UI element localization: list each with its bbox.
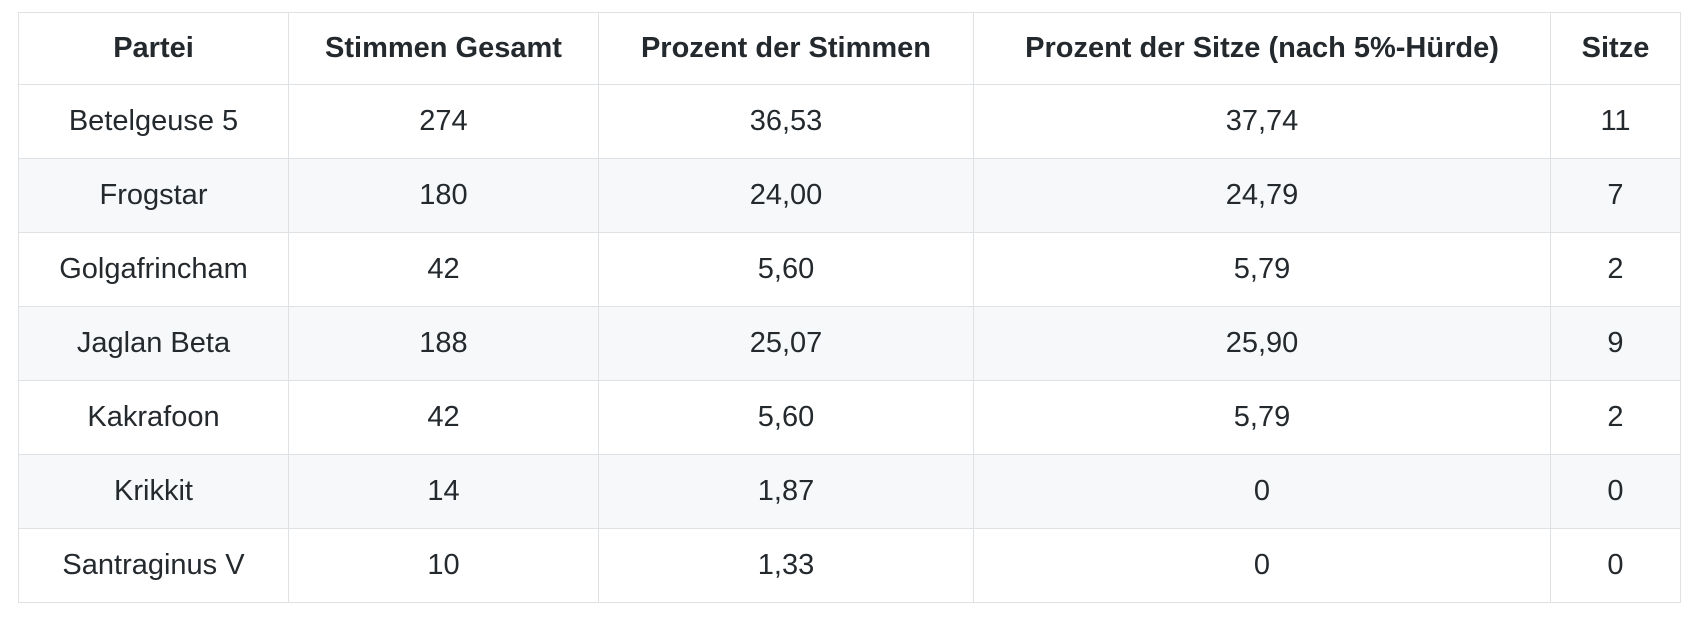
party-name-cell: Golgafrincham — [18, 232, 289, 307]
election-results-table-container: Partei Stimmen Gesamt Prozent der Stimme… — [18, 12, 1681, 603]
table-row-golgafrincham: Golgafrincham 42 5,60 5,79 2 — [18, 232, 1681, 307]
table-row-kakrafoon: Kakrafoon 42 5,60 5,79 2 — [18, 380, 1681, 455]
seats-cell: 2 — [1550, 232, 1681, 307]
votes-total-cell: 274 — [288, 84, 599, 159]
vote-percent-cell: 5,60 — [598, 232, 974, 307]
party-name-cell: Kakrafoon — [18, 380, 289, 455]
seat-percent-cell: 5,79 — [973, 380, 1551, 455]
votes-total-cell: 42 — [288, 232, 599, 307]
table-row-jaglan-beta: Jaglan Beta 188 25,07 25,90 9 — [18, 306, 1681, 381]
seat-percent-cell: 5,79 — [973, 232, 1551, 307]
table-header-row: Partei Stimmen Gesamt Prozent der Stimme… — [18, 12, 1681, 85]
seats-cell: 7 — [1550, 158, 1681, 233]
column-header-partei: Partei — [18, 12, 289, 85]
votes-total-cell: 10 — [288, 528, 599, 603]
table-row-santraginus-v: Santraginus V 10 1,33 0 0 — [18, 528, 1681, 603]
seat-percent-cell: 0 — [973, 528, 1551, 603]
vote-percent-cell: 24,00 — [598, 158, 974, 233]
election-results-table: Partei Stimmen Gesamt Prozent der Stimme… — [18, 12, 1681, 603]
seats-cell: 9 — [1550, 306, 1681, 381]
table-row-frogstar: Frogstar 180 24,00 24,79 7 — [18, 158, 1681, 233]
column-header-sitze: Sitze — [1550, 12, 1681, 85]
column-header-prozent-der-stimmen: Prozent der Stimmen — [598, 12, 974, 85]
party-name-cell: Krikkit — [18, 454, 289, 529]
table-row-betelgeuse-5: Betelgeuse 5 274 36,53 37,74 11 — [18, 84, 1681, 159]
seat-percent-cell: 0 — [973, 454, 1551, 529]
table-row-krikkit: Krikkit 14 1,87 0 0 — [18, 454, 1681, 529]
party-name-cell: Jaglan Beta — [18, 306, 289, 381]
votes-total-cell: 14 — [288, 454, 599, 529]
seats-cell: 2 — [1550, 380, 1681, 455]
vote-percent-cell: 5,60 — [598, 380, 974, 455]
seat-percent-cell: 24,79 — [973, 158, 1551, 233]
column-header-stimmen-gesamt: Stimmen Gesamt — [288, 12, 599, 85]
seats-cell: 11 — [1550, 84, 1681, 159]
vote-percent-cell: 1,87 — [598, 454, 974, 529]
vote-percent-cell: 25,07 — [598, 306, 974, 381]
seat-percent-cell: 25,90 — [973, 306, 1551, 381]
party-name-cell: Santraginus V — [18, 528, 289, 603]
party-name-cell: Frogstar — [18, 158, 289, 233]
seats-cell: 0 — [1550, 454, 1681, 529]
seat-percent-cell: 37,74 — [973, 84, 1551, 159]
seats-cell: 0 — [1550, 528, 1681, 603]
party-name-cell: Betelgeuse 5 — [18, 84, 289, 159]
column-header-prozent-der-sitze: Prozent der Sitze (nach 5%-Hürde) — [973, 12, 1551, 85]
votes-total-cell: 180 — [288, 158, 599, 233]
votes-total-cell: 188 — [288, 306, 599, 381]
votes-total-cell: 42 — [288, 380, 599, 455]
vote-percent-cell: 1,33 — [598, 528, 974, 603]
vote-percent-cell: 36,53 — [598, 84, 974, 159]
